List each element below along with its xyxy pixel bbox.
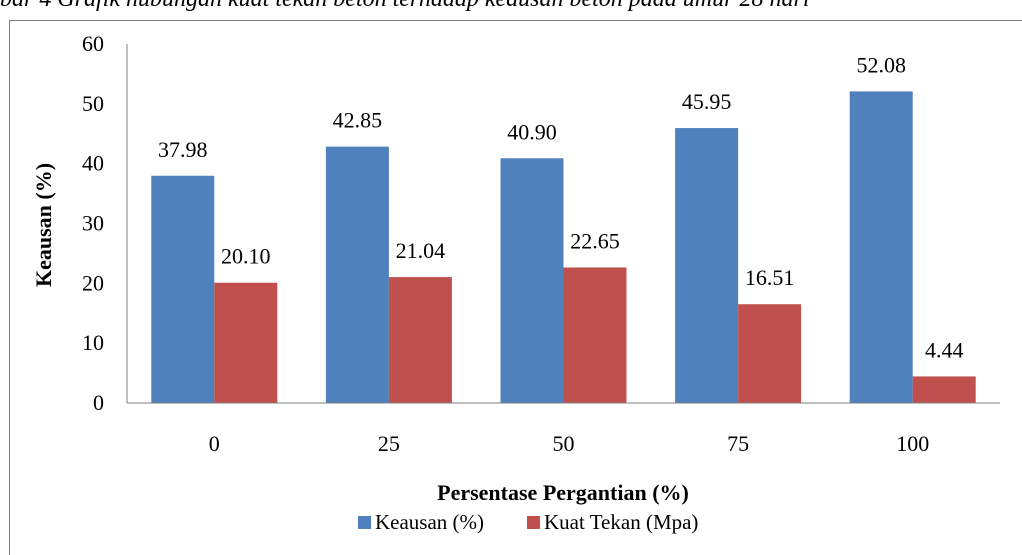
bar-kuat-tekan-100 bbox=[912, 376, 976, 403]
legend-swatch-keausan bbox=[358, 516, 371, 529]
legend-label-kuat-tekan: Kuat Tekan (Mpa) bbox=[544, 510, 698, 534]
x-tick-label: 50 bbox=[553, 431, 575, 456]
y-tick-label: 30 bbox=[82, 211, 104, 236]
y-tick-label: 40 bbox=[82, 151, 104, 176]
data-label: 16.51 bbox=[745, 265, 795, 290]
data-label: 42.85 bbox=[333, 108, 383, 133]
data-label: 40.90 bbox=[507, 119, 557, 144]
bar-keausan-25 bbox=[325, 146, 389, 403]
y-tick-label: 0 bbox=[93, 390, 104, 415]
bar-kuat-tekan-25 bbox=[388, 277, 452, 403]
x-tick-label: 25 bbox=[378, 431, 400, 456]
x-tick-label: 100 bbox=[896, 431, 929, 456]
chart-frame bbox=[9, 20, 1022, 555]
y-axis-title: Keausan (%) bbox=[31, 163, 56, 287]
bar-kuat-tekan-0 bbox=[214, 282, 278, 403]
legend-swatch-kuat-tekan bbox=[527, 516, 540, 529]
bar-kuat-tekan-50 bbox=[563, 267, 627, 403]
data-label: 22.65 bbox=[570, 228, 620, 253]
data-label: 37.98 bbox=[158, 137, 208, 162]
bar-keausan-50 bbox=[500, 158, 564, 403]
x-tick-label: 75 bbox=[727, 431, 749, 456]
figure-caption: bar 4 Grafik hubungan kuat tekan beton t… bbox=[0, 0, 1022, 16]
bar-keausan-75 bbox=[675, 128, 739, 403]
legend-label-keausan: Keausan (%) bbox=[375, 510, 484, 534]
data-label: 45.95 bbox=[682, 89, 732, 114]
y-tick-label: 60 bbox=[82, 31, 104, 56]
legend: Keausan (%) Kuat Tekan (Mpa) bbox=[358, 510, 698, 534]
bar-keausan-100 bbox=[849, 91, 913, 403]
y-tick-label: 50 bbox=[82, 91, 104, 116]
bar-kuat-tekan-75 bbox=[738, 304, 802, 403]
data-label: 21.04 bbox=[396, 238, 446, 263]
bar-keausan-0 bbox=[151, 175, 215, 403]
x-axis-title: Persentase Pergantian (%) bbox=[437, 480, 689, 505]
y-tick-label: 10 bbox=[82, 330, 104, 355]
data-label: 20.10 bbox=[221, 244, 271, 269]
data-label: 52.08 bbox=[856, 52, 906, 77]
data-label: 4.44 bbox=[925, 337, 964, 362]
x-tick-label: 0 bbox=[209, 431, 220, 456]
y-tick-label: 20 bbox=[82, 270, 104, 295]
